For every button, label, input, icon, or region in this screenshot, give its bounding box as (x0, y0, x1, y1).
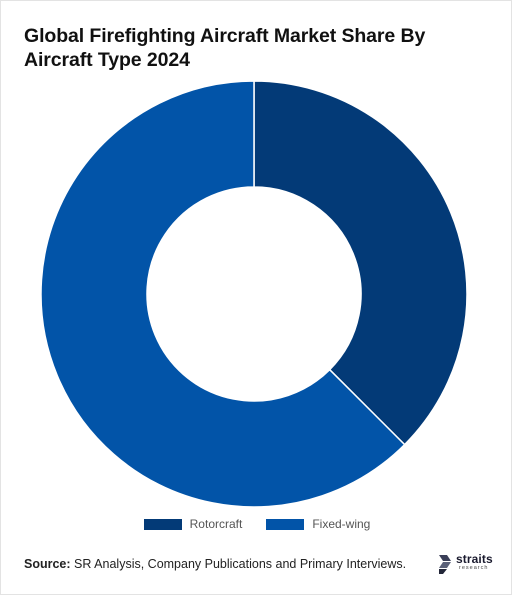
legend-item-rotorcraft[interactable]: Rotorcraft (143, 517, 243, 531)
source-text: SR Analysis, Company Publications and Pr… (74, 557, 407, 571)
chart-title: Global Firefighting Aircraft Market Shar… (24, 25, 426, 71)
brand-mark-icon (439, 555, 451, 574)
donut-slice-fixed-wing[interactable] (40, 80, 406, 508)
source-note: Source: SR Analysis, Company Publication… (24, 557, 406, 571)
brand-subname: research (459, 565, 489, 571)
legend-label-rotorcraft: Rotorcraft (189, 517, 243, 531)
brand-logo: straits research (437, 552, 497, 578)
chart-legend: Rotorcraft Fixed-wing (0, 517, 514, 531)
brand-name: straits (456, 552, 493, 566)
source-label: Source: (24, 557, 71, 571)
legend-swatch-fixed-wing (266, 518, 305, 530)
donut-slices (40, 80, 468, 508)
legend-item-fixed-wing[interactable]: Fixed-wing (266, 517, 370, 531)
legend-label-fixed-wing: Fixed-wing (312, 517, 371, 531)
donut-slice-rotorcraft[interactable] (253, 80, 468, 446)
legend-swatch-rotorcraft (143, 518, 182, 530)
